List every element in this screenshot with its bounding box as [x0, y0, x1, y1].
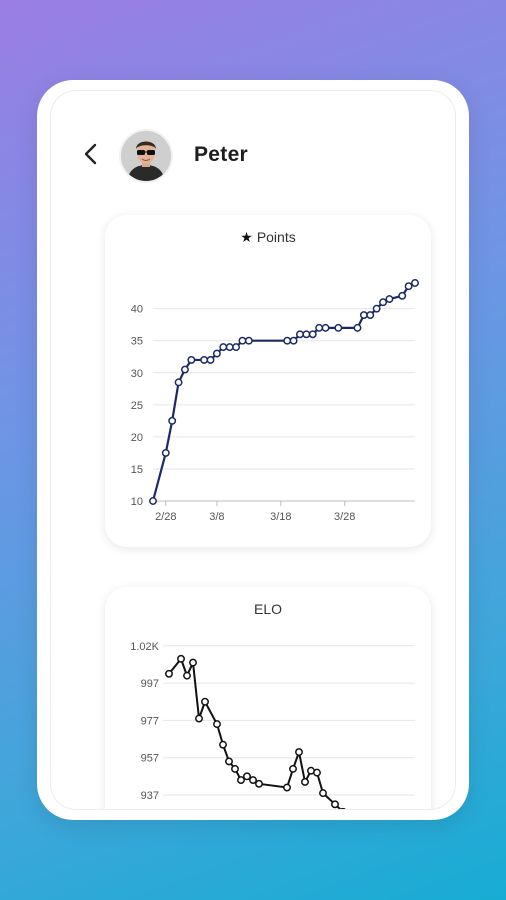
points-chart-title: ★ Points: [105, 229, 431, 246]
points-data-point: [302, 330, 311, 339]
elo-data-point: [295, 748, 303, 757]
elo-data-point: [255, 779, 263, 788]
points-data-point: [283, 336, 292, 345]
elo-series-line: [168, 657, 342, 809]
points-data-point: [168, 416, 177, 425]
y-tick-label: 997: [141, 678, 159, 690]
elo-data-point: [201, 697, 209, 706]
elo-data-point: [189, 658, 197, 667]
elo-data-point: [283, 783, 291, 792]
elo-chart-card: ELO 937 957 977 997 1.02K: [105, 587, 431, 809]
elo-chart: 937 957 977 997 1.02K: [130, 641, 415, 809]
elo-data-point: [195, 714, 203, 723]
points-data-point: [289, 336, 298, 345]
app-screen: Peter ★ Points 10 15 20 25 30 35 40 2/28 3/8 3/18 3…: [50, 90, 456, 810]
points-data-point: [366, 311, 375, 320]
y-tick-label: 35: [131, 336, 143, 348]
x-tick-label: 3/8: [209, 511, 224, 523]
y-tick-label: 937: [141, 790, 159, 802]
chevron-left-icon: [84, 143, 97, 165]
points-data-point: [174, 378, 183, 387]
elo-data-point: [213, 720, 221, 729]
back-button[interactable]: [79, 139, 103, 169]
y-tick-label: 20: [131, 432, 143, 444]
elo-data-point: [313, 768, 321, 777]
elo-data-point: [183, 671, 191, 680]
y-tick-label: 1.02K: [130, 641, 159, 653]
points-data-point: [404, 282, 413, 291]
points-title-text: Points: [256, 229, 296, 245]
points-data-point: [181, 365, 189, 374]
star-icon: ★: [240, 229, 253, 245]
x-tick-label: 2/28: [155, 511, 176, 523]
elo-data-point: [340, 807, 346, 809]
y-tick-label: 30: [131, 368, 143, 380]
avatar[interactable]: [119, 129, 173, 183]
elo-data-point: [319, 789, 327, 798]
points-chart-card: ★ Points 10 15 20 25 30 35 40 2/28 3/8 3/18 3/28: [105, 215, 431, 547]
elo-data-point: [165, 669, 173, 678]
points-series-line: [151, 282, 416, 502]
elo-data-point: [243, 772, 251, 781]
points-data-point: [219, 343, 228, 352]
phone-frame: Peter ★ Points 10 15 20 25 30 35 40 2/28 3/8 3/18 3…: [37, 80, 469, 820]
elo-data-point: [177, 654, 185, 663]
y-tick-label: 25: [131, 400, 143, 412]
elo-data-point: [231, 764, 239, 773]
points-chart: 10 15 20 25 30 35 40 2/28 3/8 3/18 3/28: [131, 279, 419, 523]
points-data-point: [385, 295, 394, 303]
avatar-image: [121, 131, 171, 181]
player-name: Peter: [194, 143, 249, 166]
points-data-point: [238, 336, 247, 345]
points-data-point: [411, 279, 419, 287]
points-data-point: [353, 323, 362, 332]
points-data-point: [398, 291, 407, 300]
y-tick-label: 10: [131, 496, 143, 508]
elo-data-point: [219, 740, 227, 749]
points-data-point: [200, 355, 209, 364]
points-data-point: [308, 330, 317, 339]
points-data-point: [359, 311, 368, 320]
points-data-point: [161, 448, 170, 457]
x-tick-label: 3/28: [334, 511, 355, 523]
y-tick-label: 977: [141, 715, 159, 727]
y-tick-label: 957: [141, 753, 159, 765]
points-data-point: [212, 349, 221, 358]
points-data-point: [321, 323, 330, 332]
x-tick-label: 3/18: [270, 511, 291, 523]
points-data-point: [334, 323, 343, 332]
elo-data-point: [249, 776, 257, 785]
elo-data-point: [301, 777, 309, 786]
elo-data-point: [237, 776, 245, 785]
y-tick-label: 15: [131, 464, 143, 476]
points-data-point: [296, 330, 304, 339]
points-data-point: [379, 298, 387, 307]
points-data-point: [187, 355, 196, 364]
points-data-point: [232, 343, 241, 352]
elo-data-point: [289, 764, 297, 773]
elo-data-point: [225, 757, 233, 766]
points-data-point: [372, 304, 381, 313]
points-data-point: [149, 497, 157, 505]
points-data-point: [206, 355, 215, 364]
points-data-point: [225, 343, 234, 352]
elo-chart-title: ELO: [253, 601, 282, 617]
y-tick-label: 40: [131, 304, 143, 316]
points-data-point: [244, 336, 253, 345]
points-data-point: [315, 323, 324, 332]
elo-data-point: [331, 800, 339, 809]
